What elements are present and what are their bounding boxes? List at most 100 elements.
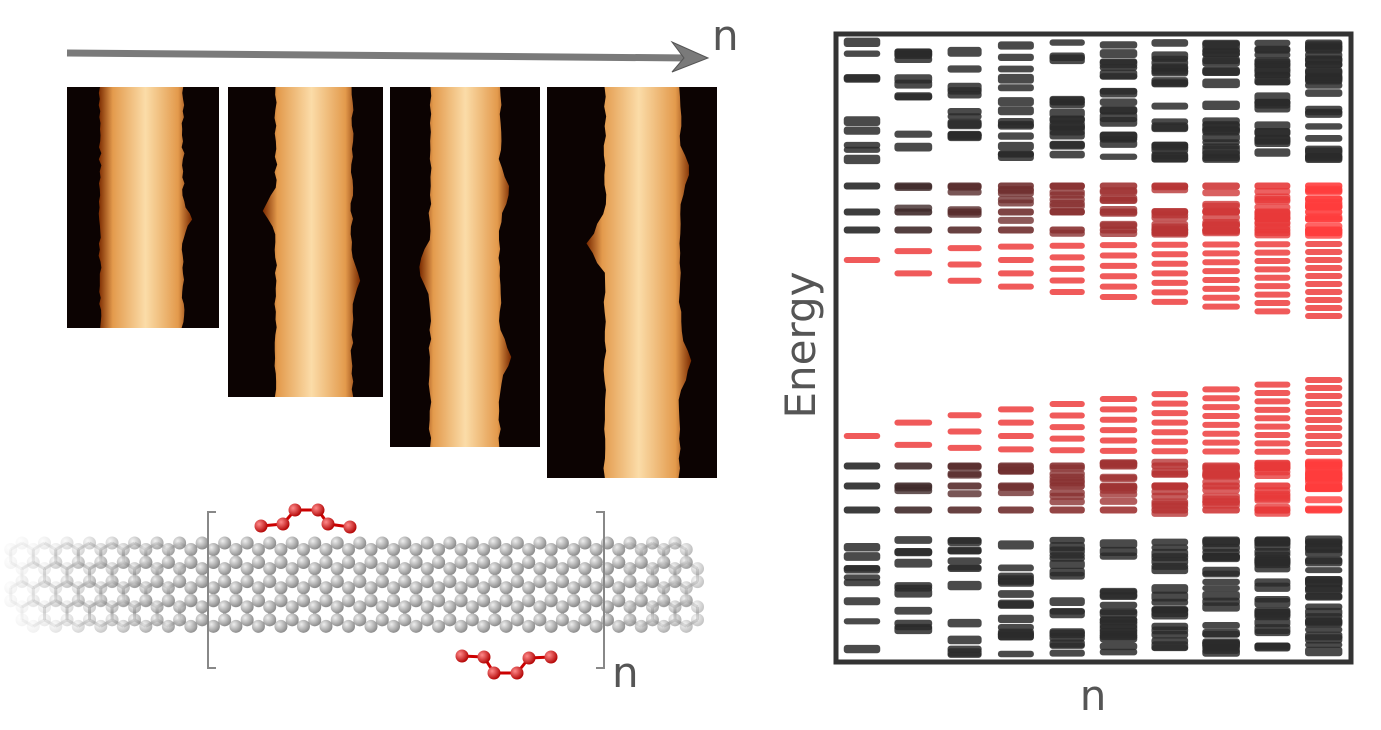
energy-level — [1202, 413, 1240, 419]
carbon-atom — [612, 619, 626, 633]
defect-atom — [343, 520, 357, 534]
carbon-atom — [668, 613, 682, 627]
carbon-atom — [263, 600, 277, 614]
energy-level — [1049, 477, 1085, 485]
energy-level — [997, 270, 1034, 277]
energy-level — [1099, 630, 1138, 639]
carbon-atom — [420, 536, 434, 550]
energy-level — [1305, 188, 1343, 196]
energy-level — [1305, 409, 1343, 415]
energy-level — [1049, 571, 1085, 580]
carbon-atom — [353, 574, 367, 588]
carbon-atom — [353, 536, 367, 550]
carbon-atom — [83, 562, 97, 576]
energy-level — [947, 131, 982, 141]
carbon-atom — [657, 581, 671, 595]
energy-level — [1202, 78, 1240, 89]
energy-level — [1049, 464, 1085, 472]
energy-level — [1151, 58, 1189, 67]
energy-level — [1254, 406, 1291, 413]
energy-level — [1151, 584, 1189, 594]
energy-level — [1049, 229, 1085, 237]
energy-level — [997, 540, 1034, 550]
carbon-atom — [26, 555, 40, 569]
carbon-atom — [555, 613, 569, 627]
carbon-atom — [296, 581, 310, 595]
carbon-atom — [443, 600, 457, 614]
energy-level — [1305, 592, 1343, 600]
energy-level — [997, 84, 1034, 92]
carbon-atom — [645, 562, 659, 576]
carbon-atom — [116, 593, 130, 607]
defect-atom — [311, 503, 325, 517]
energy-level — [1099, 41, 1138, 49]
carbon-atom — [195, 562, 209, 576]
carbon-atom — [522, 555, 536, 569]
carbon-atom — [657, 619, 671, 633]
energy-level — [894, 547, 933, 556]
energy-level — [1305, 607, 1343, 617]
energy-level — [1099, 252, 1138, 259]
carbon-atom — [274, 581, 288, 595]
energy-level — [1254, 241, 1291, 248]
carbon-atom — [510, 600, 524, 614]
energy-level — [1099, 460, 1138, 468]
carbon-atom — [668, 600, 682, 614]
energy-level — [997, 483, 1034, 491]
carbon-atom — [544, 593, 558, 607]
energy-level — [1049, 639, 1085, 648]
energy-level — [997, 564, 1034, 572]
energy-level — [947, 261, 982, 268]
energy-level — [894, 619, 933, 628]
carbon-atom — [364, 581, 378, 595]
energy-level — [1254, 415, 1291, 422]
carbon-atom — [645, 613, 659, 627]
energy-level — [997, 73, 1034, 84]
carbon-atom — [206, 555, 220, 569]
energy-level — [1202, 386, 1240, 393]
energy-level — [1305, 213, 1343, 221]
energy-level — [1254, 128, 1291, 137]
energy-level — [1049, 182, 1085, 190]
energy-level — [843, 226, 881, 234]
energy-level — [1099, 230, 1138, 238]
carbon-atom — [105, 613, 119, 627]
energy-level — [1305, 105, 1343, 113]
energy-level — [947, 471, 982, 479]
carbon-atom — [679, 543, 693, 556]
carbon-atom — [364, 555, 378, 569]
energy-level — [947, 580, 982, 591]
energy-level — [1151, 509, 1189, 517]
carbon-atom — [634, 555, 648, 569]
energy-level — [1099, 131, 1138, 141]
carbon-atom — [589, 581, 603, 595]
energy-level — [1254, 187, 1291, 195]
energy-level — [1254, 134, 1291, 145]
energy-level — [1305, 222, 1343, 230]
carbon-atom — [499, 593, 513, 607]
energy-level — [1099, 648, 1138, 656]
carbon-atom — [4, 556, 18, 569]
energy-level — [1254, 471, 1291, 479]
carbon-atom — [285, 600, 299, 614]
carbon-atom — [308, 613, 322, 627]
energy-level — [1305, 257, 1343, 263]
energy-level — [1202, 602, 1240, 612]
energy-level — [947, 188, 982, 196]
carbon-atom — [600, 613, 614, 627]
carbon-atom — [139, 555, 153, 569]
energy-level — [1254, 432, 1291, 439]
carbon-atom — [150, 600, 164, 614]
energy-level — [843, 146, 881, 153]
carbon-atom — [364, 619, 378, 633]
energy-level — [997, 466, 1034, 474]
energy-level — [1202, 250, 1240, 257]
carbon-atom — [251, 619, 265, 633]
carbon-atom — [375, 536, 389, 550]
carbon-atom — [285, 574, 299, 588]
carbon-atom — [71, 543, 85, 556]
energy-level — [1049, 254, 1085, 261]
carbon-atom — [26, 581, 40, 595]
energy-level — [1254, 582, 1291, 592]
energy-level — [1049, 289, 1085, 295]
